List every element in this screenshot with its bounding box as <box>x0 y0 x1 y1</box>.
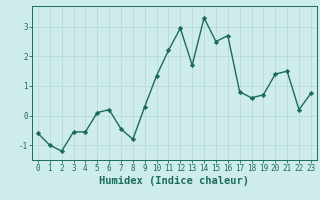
X-axis label: Humidex (Indice chaleur): Humidex (Indice chaleur) <box>100 176 249 186</box>
